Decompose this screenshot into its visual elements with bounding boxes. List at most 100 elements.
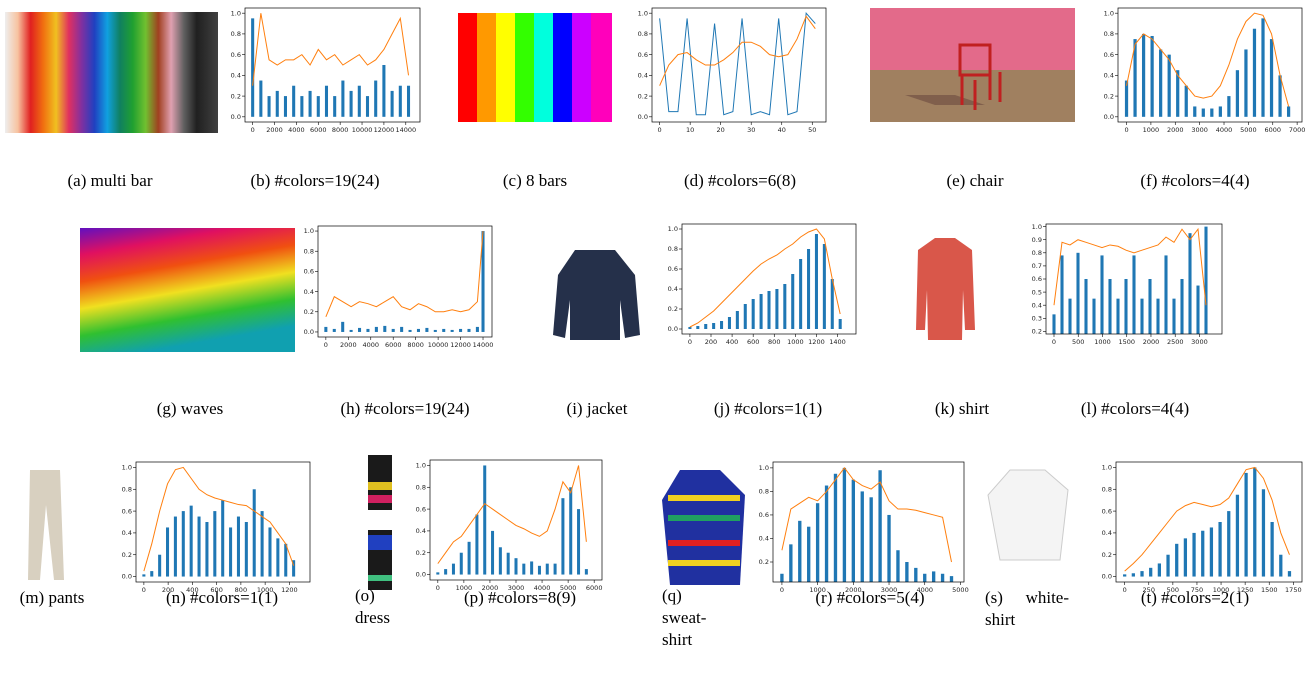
- x-tick-label: 10000: [352, 126, 373, 134]
- x-tick-label: 2000: [845, 586, 862, 594]
- line: [252, 13, 410, 86]
- bar: [442, 328, 446, 332]
- bar: [459, 328, 463, 332]
- y-tick-label: 0.6: [1032, 275, 1042, 283]
- caption: (d) #colors=6(8): [683, 171, 797, 190]
- bar: [780, 573, 784, 582]
- bar: [416, 328, 420, 332]
- bar: [553, 563, 557, 575]
- x-tick-label: 1000: [456, 584, 473, 592]
- x-tick-label: 0: [142, 586, 146, 594]
- y-tick-label: 0.4: [122, 529, 132, 537]
- bar: [887, 514, 891, 582]
- bar: [1193, 106, 1197, 117]
- bar: [1192, 532, 1196, 577]
- bar: [332, 328, 336, 332]
- bar: [545, 563, 549, 575]
- bar: [1167, 54, 1171, 117]
- x-tick-label: 1200: [281, 586, 298, 594]
- bar: [1148, 279, 1152, 334]
- dress-image: [368, 455, 392, 590]
- bar: [1244, 472, 1248, 577]
- x-tick-label: 8000: [332, 126, 349, 134]
- bar: [1235, 494, 1240, 577]
- x-tick-label: 750: [1191, 586, 1203, 594]
- line: [1126, 12, 1290, 107]
- bar: [467, 541, 471, 575]
- x-tick-label: 0: [688, 338, 692, 346]
- bar: [1141, 33, 1146, 117]
- y-tick-label: 0.6: [668, 265, 678, 273]
- bar: [316, 96, 320, 117]
- chart: 0 10 20 30 40 50 0.0 0.2 0.4 0.6 0.8 1.0: [638, 7, 827, 134]
- y-tick-label: 0.4: [231, 72, 241, 80]
- x-tick-label: 2000: [266, 126, 283, 134]
- y-tick-label: 0.6: [416, 505, 426, 513]
- y-tick-label: 0.4: [416, 527, 426, 535]
- bar: [1092, 298, 1096, 334]
- bar: [349, 329, 353, 332]
- bar: [830, 279, 834, 329]
- y-tick-label: 0.2: [231, 92, 241, 100]
- bar: [1188, 233, 1192, 334]
- caption: (o) dress: [355, 586, 390, 627]
- y-tick-label: 0.0: [304, 328, 314, 336]
- bar: [267, 96, 271, 117]
- bar: [444, 569, 448, 575]
- caption: (p) #colors=8(9): [463, 588, 577, 607]
- y-tick-label: 0.7: [1032, 262, 1042, 270]
- bar: [720, 321, 724, 329]
- bar: [491, 530, 495, 575]
- bar: [1210, 108, 1214, 117]
- x-tick-label: 1000: [257, 586, 274, 594]
- chart: 0 2000 4000 6000 8000 10000 12000 140000.00.20.…: [231, 7, 421, 134]
- y-tick-label: 1.0: [668, 225, 678, 233]
- x-tick-label: 4000: [916, 586, 933, 594]
- y-tick-label: 0.8: [668, 245, 678, 253]
- bar: [408, 329, 412, 332]
- caption: (g) waves: [156, 399, 224, 418]
- chart: 0 2000 4000 6000 8000 10000 12000 140000.00.20.…: [304, 225, 493, 349]
- bar: [783, 284, 787, 329]
- y-tick-label: 0.8: [416, 483, 426, 491]
- y-tick-label: 0.4: [1102, 529, 1112, 537]
- bar: [1052, 314, 1056, 334]
- x-tick-label: 200: [162, 586, 174, 594]
- bar: [931, 571, 936, 582]
- y-tick-label: 1.0: [416, 462, 426, 470]
- bar: [1076, 252, 1080, 334]
- axes-frame: [244, 7, 421, 123]
- bar: [451, 563, 455, 575]
- axes-frame: [681, 223, 857, 335]
- axes-frame: [317, 225, 493, 338]
- x-tick-label: 800: [235, 586, 247, 594]
- y-tick-label: 0.0: [638, 113, 648, 121]
- bar: [283, 96, 287, 117]
- x-tick-label: 1750: [1285, 586, 1302, 594]
- bar: [914, 567, 918, 582]
- x-tick-label: 4000: [1216, 126, 1233, 134]
- x-tick-label: 0: [1124, 126, 1128, 134]
- x-tick-label: 8000: [407, 341, 424, 349]
- bar: [1244, 49, 1248, 117]
- y-tick-label: 1.0: [638, 9, 648, 17]
- bar: [382, 65, 386, 117]
- y-tick-label: 0.6: [1104, 51, 1114, 59]
- y-tick-label: 1.0: [231, 9, 241, 17]
- y-tick-label: 1.0: [122, 464, 132, 472]
- bar: [842, 467, 847, 582]
- bar: [1164, 255, 1168, 334]
- y-tick-label: 0.8: [122, 485, 132, 493]
- line: [659, 11, 816, 116]
- bar: [1172, 298, 1176, 334]
- y-tick-label: 0.2: [304, 308, 314, 316]
- x-tick-label: 2000: [1167, 126, 1184, 134]
- axes-frame: [1117, 7, 1303, 123]
- chart: 0 500 1000 1500 2000 2500 3000 0.2 0.3 0.4 0.5 0.6 0…: [1032, 223, 1223, 346]
- y-tick-label: 0.8: [638, 30, 648, 38]
- bar: [260, 511, 264, 577]
- bar: [815, 503, 820, 582]
- bar: [905, 562, 909, 582]
- x-tick-label: 800: [768, 338, 780, 346]
- y-tick-label: 0.4: [1032, 301, 1042, 309]
